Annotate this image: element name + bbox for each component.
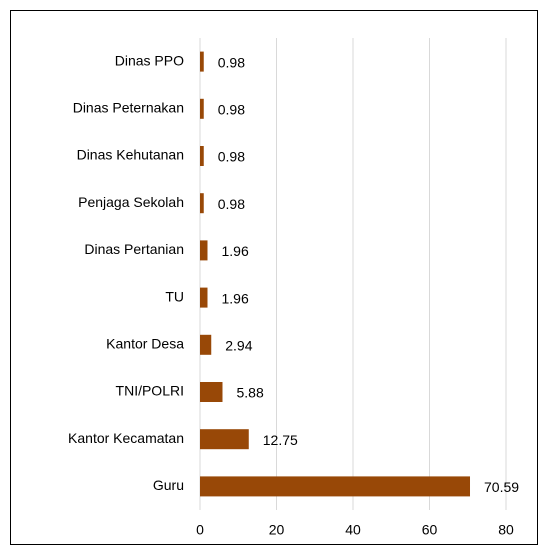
bar bbox=[200, 98, 204, 119]
value-label: 0.98 bbox=[218, 149, 245, 165]
y-tick-label: TNI/POLRI bbox=[116, 383, 184, 399]
y-tick-label: Dinas Kehutanan bbox=[77, 147, 184, 163]
x-tick-label: 60 bbox=[422, 522, 438, 538]
y-tick-label: Dinas Pertanian bbox=[84, 241, 184, 257]
y-tick-label: Kantor Kecamatan bbox=[68, 430, 184, 446]
y-tick-label: TU bbox=[165, 288, 184, 304]
bar bbox=[200, 287, 208, 308]
bar bbox=[200, 476, 471, 497]
value-label: 70.59 bbox=[484, 479, 519, 495]
bar bbox=[200, 429, 249, 450]
bar bbox=[200, 334, 212, 355]
x-tick-label: 0 bbox=[196, 522, 204, 538]
bar bbox=[200, 193, 204, 214]
y-tick-label: Dinas PPO bbox=[115, 52, 184, 68]
y-tick-label: Dinas Peternakan bbox=[73, 100, 184, 116]
value-label: 0.98 bbox=[218, 102, 245, 118]
value-label: 0.98 bbox=[218, 54, 245, 70]
value-label: 1.96 bbox=[221, 290, 248, 306]
bar bbox=[200, 146, 204, 166]
y-tick-label: Kantor Desa bbox=[106, 336, 184, 352]
y-tick-label: Guru bbox=[153, 477, 184, 493]
x-tick-label: 40 bbox=[345, 522, 361, 538]
x-tick-label: 20 bbox=[269, 522, 285, 538]
x-tick-label: 80 bbox=[498, 522, 514, 538]
value-label: 0.98 bbox=[218, 196, 245, 212]
value-label: 12.75 bbox=[263, 432, 298, 448]
value-label: 5.88 bbox=[236, 385, 263, 401]
bar bbox=[200, 51, 204, 72]
chart-border bbox=[10, 10, 538, 545]
value-label: 1.96 bbox=[221, 243, 248, 259]
bar bbox=[200, 382, 223, 402]
bar bbox=[200, 240, 208, 261]
y-tick-label: Penjaga Sekolah bbox=[78, 194, 184, 210]
value-label: 2.94 bbox=[225, 338, 252, 354]
